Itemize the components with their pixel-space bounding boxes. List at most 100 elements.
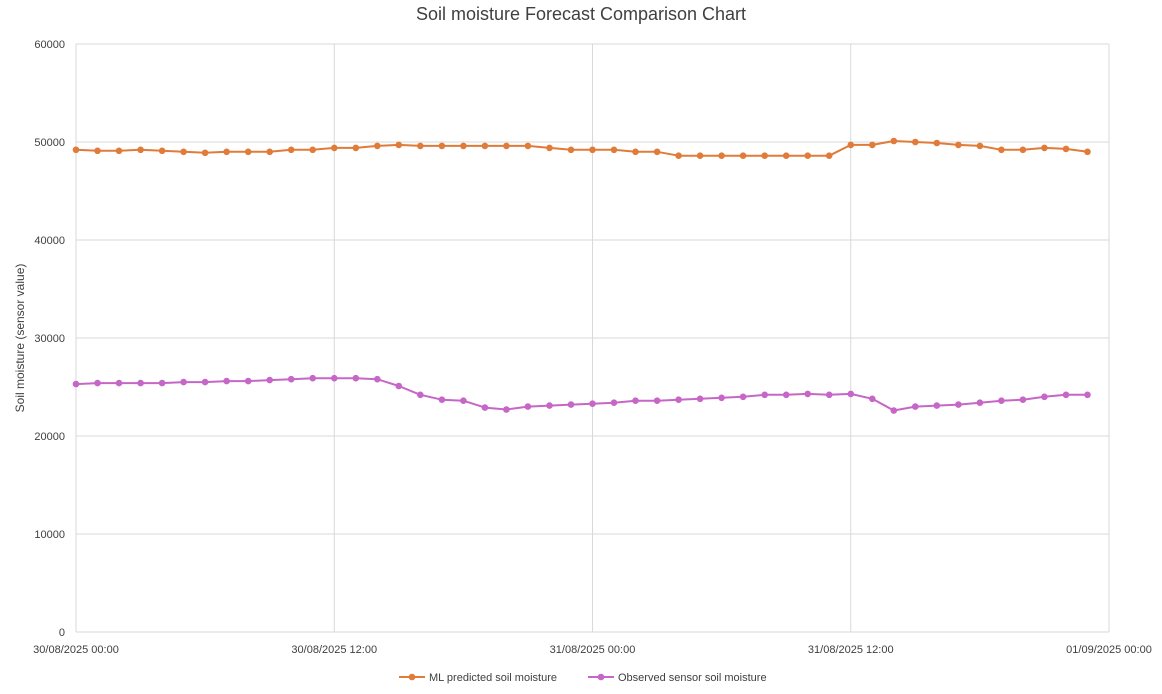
- data-point: [201, 149, 209, 157]
- data-point: [266, 148, 274, 156]
- y-tick-label: 60000: [34, 39, 65, 51]
- data-point: [782, 152, 790, 159]
- data-point: [1019, 396, 1027, 404]
- data-point: [1041, 393, 1048, 401]
- data-point: [912, 403, 919, 410]
- data-point: [589, 400, 596, 408]
- chart-title: Soil moisture Forecast Comparison Chart: [416, 4, 746, 24]
- data-point: [180, 378, 187, 386]
- data-point: [287, 146, 295, 154]
- legend: ML predicted soil moisture Observed senso…: [399, 672, 767, 684]
- x-tick-label: 30/08/2025 00:00: [33, 644, 119, 656]
- data-point: [223, 148, 230, 156]
- data-point: [610, 399, 618, 407]
- data-point: [309, 374, 317, 382]
- data-point: [352, 144, 360, 152]
- data-point: [739, 152, 747, 159]
- series-layer: [72, 137, 1091, 414]
- data-point: [632, 397, 639, 405]
- data-point: [309, 146, 317, 154]
- data-point: [72, 380, 80, 388]
- data-point: [955, 141, 962, 149]
- x-tick-labels: 30/08/2025 00:00 30/08/2025 12:00 31/08/20…: [33, 644, 1152, 656]
- data-point: [481, 404, 489, 411]
- data-point: [352, 374, 360, 382]
- data-point: [1084, 391, 1091, 399]
- data-point: [696, 395, 704, 403]
- data-point: [632, 148, 639, 156]
- data-point: [374, 142, 381, 150]
- data-point: [137, 146, 144, 154]
- x-tick-label: 31/08/2025 12:00: [808, 644, 894, 656]
- data-point: [244, 377, 252, 385]
- data-point: [739, 393, 747, 401]
- y-tick-label: 0: [59, 627, 65, 639]
- data-point: [1062, 145, 1070, 153]
- data-point: [718, 152, 725, 159]
- data-point: [115, 379, 123, 387]
- data-point: [933, 139, 941, 147]
- data-point: [890, 137, 898, 145]
- legend-item: Observed sensor soil moisture: [588, 672, 767, 684]
- data-point: [804, 390, 811, 398]
- y-tick-label: 40000: [34, 235, 65, 247]
- data-point: [998, 146, 1005, 154]
- data-point: [1062, 391, 1070, 399]
- data-point: [567, 401, 575, 408]
- data-point: [223, 377, 230, 385]
- data-point: [94, 379, 101, 387]
- legend-label: Observed sensor soil moisture: [618, 672, 767, 684]
- data-point: [94, 147, 101, 155]
- data-point: [869, 141, 876, 149]
- data-point: [933, 402, 941, 409]
- series-2: [72, 374, 1091, 414]
- data-point: [675, 396, 682, 404]
- data-point: [653, 397, 661, 405]
- data-point: [374, 375, 381, 383]
- series-line: [75, 377, 1088, 412]
- data-point: [1041, 144, 1048, 152]
- data-point: [524, 403, 532, 410]
- y-tick-label: 10000: [34, 529, 65, 541]
- data-point: [825, 152, 833, 159]
- data-point: [998, 397, 1005, 405]
- data-point: [804, 152, 811, 159]
- legend-marker: [408, 673, 416, 681]
- legend-marker: [597, 673, 605, 681]
- x-tick-label: 01/09/2025 00:00: [1066, 644, 1152, 656]
- data-point: [761, 152, 768, 159]
- data-point: [115, 147, 123, 155]
- data-point: [201, 378, 209, 386]
- data-point: [331, 144, 338, 152]
- data-point: [955, 401, 962, 408]
- data-point: [460, 142, 467, 150]
- data-point: [481, 142, 489, 150]
- data-point: [438, 142, 446, 150]
- series-1: [72, 137, 1091, 159]
- y-tick-label: 30000: [34, 333, 65, 345]
- data-point: [718, 394, 725, 402]
- data-point: [696, 152, 704, 159]
- data-point: [158, 379, 166, 387]
- data-point: [72, 146, 80, 154]
- data-point: [567, 146, 575, 154]
- y-tick-label: 50000: [34, 137, 65, 149]
- data-point: [546, 144, 553, 152]
- data-point: [180, 148, 187, 156]
- data-point: [976, 399, 984, 407]
- data-point: [1019, 146, 1027, 154]
- series-line: [75, 140, 1088, 157]
- y-axis-label: Soil moisture (sensor value): [13, 264, 27, 413]
- data-point: [610, 146, 618, 154]
- data-point: [976, 142, 984, 150]
- data-point: [782, 391, 790, 399]
- y-tick-labels: 0 10000 20000 30000 40000 50000 60000: [34, 39, 65, 639]
- data-point: [912, 138, 919, 146]
- data-point: [395, 382, 403, 390]
- data-point: [589, 146, 596, 154]
- data-point: [524, 142, 532, 150]
- data-point: [266, 376, 274, 384]
- data-point: [847, 390, 855, 398]
- data-point: [890, 407, 898, 414]
